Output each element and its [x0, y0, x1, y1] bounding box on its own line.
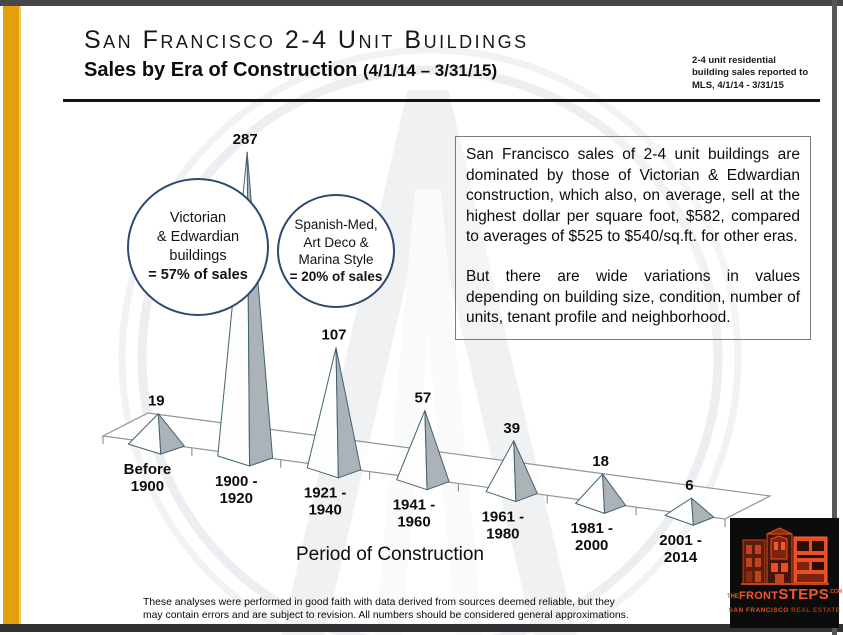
category-label: 1941 -1960	[393, 497, 436, 531]
callout-line: Victorian	[169, 210, 227, 227]
commentary-box: San Francisco sales of 2-4 unit building…	[455, 136, 811, 340]
logo-tagline-realestate: REAL ESTATE	[791, 607, 841, 614]
data-label: 39	[503, 420, 520, 437]
data-label: 287	[233, 131, 258, 148]
report-header: San Francisco 2-4 Unit Buildings Sales b…	[84, 26, 529, 82]
commentary-paragraph-1: San Francisco sales of 2-4 unit building…	[466, 146, 800, 246]
source-note-line: MLS, 4/1/14 - 3/31/15	[692, 79, 784, 91]
callout-stat: = 20% of sales	[289, 269, 383, 285]
subtitle-period: (4/1/14 – 3/31/15)	[362, 61, 498, 80]
page-subtitle: Sales by Era of Construction (4/1/14 – 3…	[84, 59, 529, 82]
bottom-border	[0, 624, 843, 632]
pyramid-side-face	[602, 473, 627, 514]
callout-line: Marina Style	[298, 252, 374, 267]
source-note-line: building sales reported to	[692, 67, 809, 79]
right-border	[832, 0, 837, 635]
logo-steps: STEPS	[778, 586, 830, 603]
logo-tagline: SAN FRANCISCO REAL ESTATE	[729, 607, 841, 614]
logo-tagline-city: SAN FRANCISCO	[728, 607, 789, 614]
source-note: 2-4 unit residential building sales repo…	[692, 55, 830, 92]
header-divider	[63, 99, 820, 102]
subtitle-text: Sales by Era of Construction	[84, 59, 358, 81]
category-label: 1900 -1920	[215, 473, 258, 507]
pyramid-2001-2014: 6	[664, 477, 715, 526]
category-label: 1961 -1980	[482, 508, 525, 542]
thefrontsteps-logo: THEFRONTSTEPS.COM SAN FRANCISCO REAL EST…	[727, 518, 842, 628]
data-label: 19	[148, 393, 165, 410]
pyramid-1981-2000: 18	[575, 453, 627, 514]
logo-front: FRONT	[738, 590, 779, 602]
pyramid-1921-1940: 107	[306, 327, 362, 479]
pyramid-side-face	[513, 440, 538, 503]
category-label: Before 1900	[124, 461, 172, 495]
rowhouses-icon	[740, 527, 829, 585]
source-note-line: 2-4 unit residential	[692, 55, 776, 66]
callout-victorian-edwardian: Victorian & Edwardian buildings = 57% of…	[127, 178, 269, 316]
callout-line: & Edwardian	[156, 229, 240, 246]
pyramid-front-face	[306, 347, 339, 479]
logo-the: THE	[726, 594, 739, 600]
callout-line: Spanish-Med,	[294, 217, 378, 233]
callout-spanish-med-artdeco-marina: Spanish-Med, Art Deco & Marina Style = 2…	[277, 194, 395, 308]
category-label: 1921 -1940	[304, 485, 347, 519]
commentary-paragraph-2: But there are wide variations in values …	[466, 268, 800, 327]
callout-stat: = 57% of sales	[148, 266, 248, 283]
data-label: 6	[685, 477, 693, 494]
pyramid-side-face	[246, 151, 274, 467]
top-border	[0, 0, 843, 6]
pyramid-1941-1960: 57	[396, 390, 450, 491]
logo-wordmark: THEFRONTSTEPS.COM	[727, 587, 842, 603]
logo-com: .COM	[829, 589, 843, 595]
callout-line: buildings	[169, 248, 227, 264]
page-title: San Francisco 2-4 Unit Buildings	[84, 26, 529, 54]
pyramid-side-face	[690, 497, 715, 526]
gold-accent-bar	[3, 6, 21, 624]
category-label: 1981 -2000	[570, 520, 613, 554]
pyramid-side-face	[424, 410, 450, 491]
x-axis-title: Period of Construction	[296, 544, 484, 565]
pyramid-1961-1980: 39	[485, 420, 538, 503]
data-label: 107	[322, 327, 347, 344]
disclaimer-text: These analyses were performed in good fa…	[143, 597, 629, 622]
category-label: 2001 -2014	[659, 532, 702, 566]
pyramid-Before1900: 19	[127, 393, 185, 455]
pyramid-side-face	[335, 347, 362, 479]
data-label: 57	[415, 390, 432, 407]
callout-line: Art Deco &	[303, 234, 369, 250]
data-label: 18	[592, 453, 609, 470]
pyramid-side-face	[157, 413, 185, 455]
